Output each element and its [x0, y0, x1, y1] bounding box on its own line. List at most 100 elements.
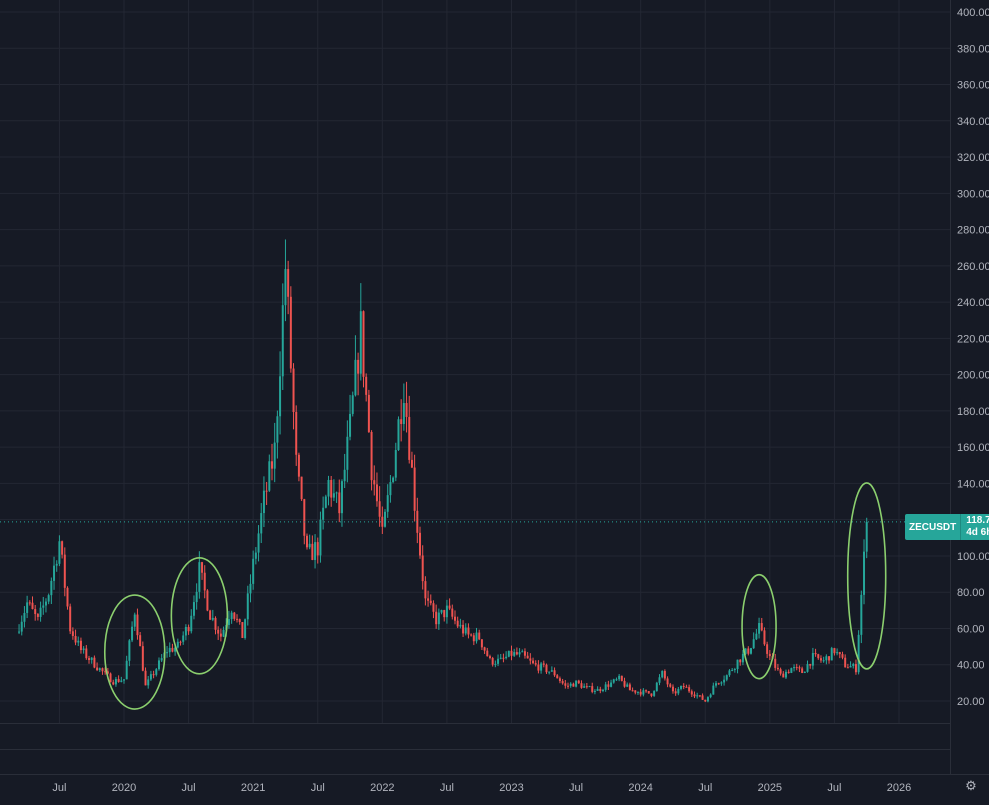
candle-body	[101, 668, 104, 672]
candle-body	[206, 590, 209, 611]
gear-icon[interactable]: ⚙	[965, 778, 977, 793]
y-tick-label: 20.00	[957, 696, 985, 708]
x-tick-label: Jul	[569, 782, 583, 794]
candle-body	[521, 651, 524, 653]
candle-body	[811, 653, 814, 666]
candle-body	[526, 655, 529, 659]
candle-body	[464, 627, 467, 634]
candle-body	[658, 677, 661, 683]
candle-body	[553, 670, 556, 676]
y-tick-label: 220.00	[957, 333, 989, 345]
candle-body	[483, 647, 486, 651]
candle-body	[671, 686, 674, 692]
last-price-tag: ZECUSDT 118.77 4d 6h	[905, 514, 989, 540]
candle-body	[432, 603, 435, 612]
candle-body	[690, 691, 693, 695]
candle-body	[677, 688, 680, 694]
candle-body	[392, 477, 395, 483]
candle-body	[93, 657, 96, 668]
x-tick-label: Jul	[52, 782, 66, 794]
candle-body	[510, 650, 513, 656]
candle-body	[332, 493, 335, 498]
candle-body	[136, 614, 139, 636]
candle-body	[327, 479, 330, 497]
candle-body	[561, 681, 564, 684]
candle-body	[591, 686, 594, 692]
candle-body	[340, 481, 343, 514]
candle-body	[440, 610, 443, 613]
x-tick-label: 2026	[887, 782, 911, 794]
candle-body	[190, 615, 193, 632]
candle-body	[604, 684, 607, 690]
candle-body	[219, 633, 222, 637]
candle-body	[782, 673, 785, 678]
candle-body	[706, 697, 709, 702]
candle-body	[739, 659, 742, 663]
candle-body	[453, 616, 456, 621]
x-tick-label: Jul	[827, 782, 841, 794]
candle-body	[378, 501, 381, 517]
candle-body	[287, 269, 290, 297]
candle-body	[693, 694, 696, 697]
candle-body	[830, 648, 833, 661]
candle-body	[236, 618, 239, 620]
candle-body	[548, 671, 551, 673]
candle-body	[793, 667, 796, 669]
candle-body	[373, 480, 376, 485]
candle-body	[90, 657, 93, 660]
candle-body	[357, 359, 360, 374]
candle-body	[413, 467, 416, 511]
candle-body	[300, 476, 303, 500]
y-tick-label: 240.00	[957, 297, 989, 309]
candle-body	[260, 513, 263, 534]
candle-body	[222, 629, 225, 637]
y-tick-label: 200.00	[957, 370, 989, 382]
candle-body	[305, 535, 308, 548]
candle-body	[338, 492, 341, 514]
x-tick-label: 2024	[628, 782, 652, 794]
candle-body	[610, 682, 613, 687]
candle-body	[680, 685, 683, 689]
candle-body	[550, 670, 553, 672]
candle-body	[292, 368, 295, 412]
x-tick-label: Jul	[311, 782, 325, 794]
candle-body	[513, 652, 516, 656]
x-tick-label: 2021	[241, 782, 265, 794]
y-tick-label: 180.00	[957, 406, 989, 418]
candle-body	[475, 632, 478, 642]
candle-body	[798, 667, 801, 669]
candle-body	[801, 668, 804, 673]
y-tick-label: 380.00	[957, 43, 989, 55]
candle-body	[696, 695, 699, 697]
highlight-ellipse	[741, 573, 777, 680]
candle-body	[478, 632, 481, 640]
candle-body	[688, 687, 691, 692]
candle-body	[860, 594, 863, 635]
candle-body	[149, 674, 152, 680]
candle-body	[650, 693, 653, 696]
candle-body	[133, 614, 136, 627]
candle-body	[109, 673, 112, 683]
candle-body	[155, 669, 158, 675]
candle-body	[365, 376, 368, 395]
candle-body	[618, 675, 621, 680]
candle-body	[647, 691, 650, 694]
candle-body	[139, 635, 142, 647]
candle-body	[311, 543, 314, 560]
candle-body	[717, 683, 720, 685]
candle-body	[763, 630, 766, 645]
candle-body	[284, 269, 287, 306]
candle-body	[698, 695, 701, 697]
candle-body	[736, 659, 739, 670]
candle-body	[408, 416, 411, 460]
candle-body	[77, 640, 80, 643]
candle-body	[601, 689, 604, 692]
candle-body	[176, 641, 179, 648]
candle-body	[314, 542, 317, 560]
candle-body	[112, 682, 115, 685]
candle-body	[803, 671, 806, 673]
candle-body	[61, 541, 64, 555]
candle-body	[529, 658, 532, 661]
